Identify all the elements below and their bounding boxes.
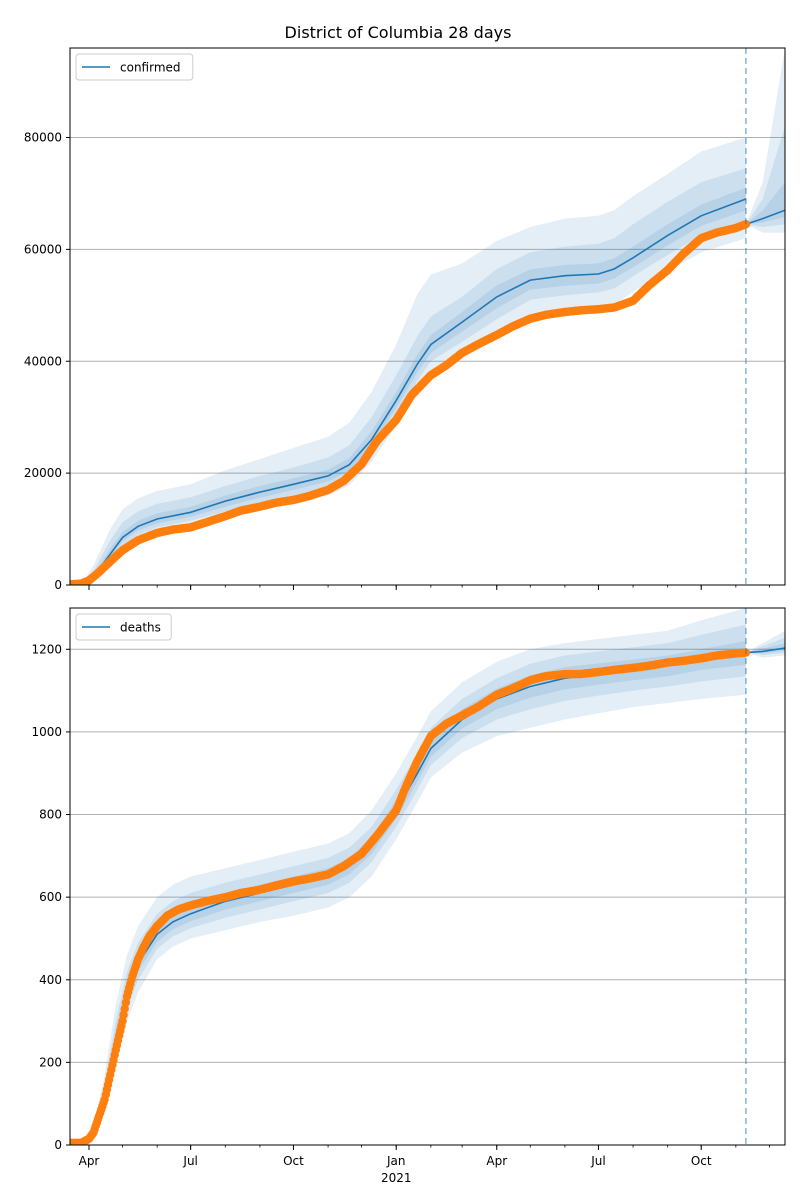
chart-title: District of Columbia 28 days — [285, 23, 512, 42]
observed-point — [119, 1010, 128, 1020]
y-tick-label: 1000 — [31, 725, 62, 739]
y-tick-label: 600 — [39, 890, 62, 904]
legend-label: deaths — [120, 621, 161, 635]
x-tick-label: Jan — [386, 1154, 406, 1168]
y-tick-label: 0 — [54, 1138, 62, 1152]
deaths-panel: 0 200 400 600 800 1000 1200 Apr Jul Oct Jan Apr Jul O… — [31, 607, 786, 1185]
y-tick-label: 20000 — [24, 466, 62, 480]
confirmed-panel: 0 20000 40000 60000 80000 confirmed — [24, 47, 786, 592]
x-tick-label: Oct — [283, 1154, 304, 1168]
axes-frame — [69, 47, 786, 586]
plot-area — [70, 608, 785, 1145]
forecast-band — [745, 126, 785, 227]
y-tick-label: 60000 — [24, 242, 62, 256]
legend-box — [75, 613, 172, 641]
observed-point — [741, 220, 751, 229]
legend[interactable]: deaths — [75, 613, 172, 641]
forecast-band — [745, 643, 785, 654]
legend[interactable]: confirmed — [75, 53, 194, 81]
x-tick-label: Jul — [182, 1154, 197, 1168]
x-tick-label: Apr — [79, 1154, 100, 1168]
legend-box — [75, 53, 194, 81]
x-tick-label: Oct — [691, 1154, 712, 1168]
y-tick-label: 800 — [39, 808, 62, 822]
y-tick-label: 400 — [39, 973, 62, 987]
y-tick-label: 1200 — [31, 642, 62, 656]
axes-frame — [69, 607, 786, 1146]
observed-point — [118, 1016, 127, 1026]
forecast-band — [745, 637, 785, 656]
uncertainty-band — [70, 624, 746, 1143]
model-line — [70, 198, 747, 585]
uncertainty-band — [70, 137, 746, 585]
forecast-line — [745, 647, 785, 654]
y-tick-label: 40000 — [24, 354, 62, 368]
uncertainty-band — [70, 187, 746, 585]
y-tick-label: 200 — [39, 1055, 62, 1069]
uncertainty-band — [70, 168, 746, 585]
x-year-label: 2021 — [381, 1171, 412, 1185]
legend-label: confirmed — [120, 61, 181, 75]
y-tick-label: 0 — [54, 578, 62, 592]
x-tick-label: Jul — [590, 1154, 605, 1168]
plot-area — [70, 48, 785, 585]
forecast-band — [745, 48, 785, 233]
x-tick-label: Apr — [486, 1154, 507, 1168]
observed-point — [121, 998, 131, 1007]
forecast-band — [745, 630, 785, 658]
forecast-line — [745, 209, 785, 225]
y-tick-label: 80000 — [24, 131, 62, 145]
